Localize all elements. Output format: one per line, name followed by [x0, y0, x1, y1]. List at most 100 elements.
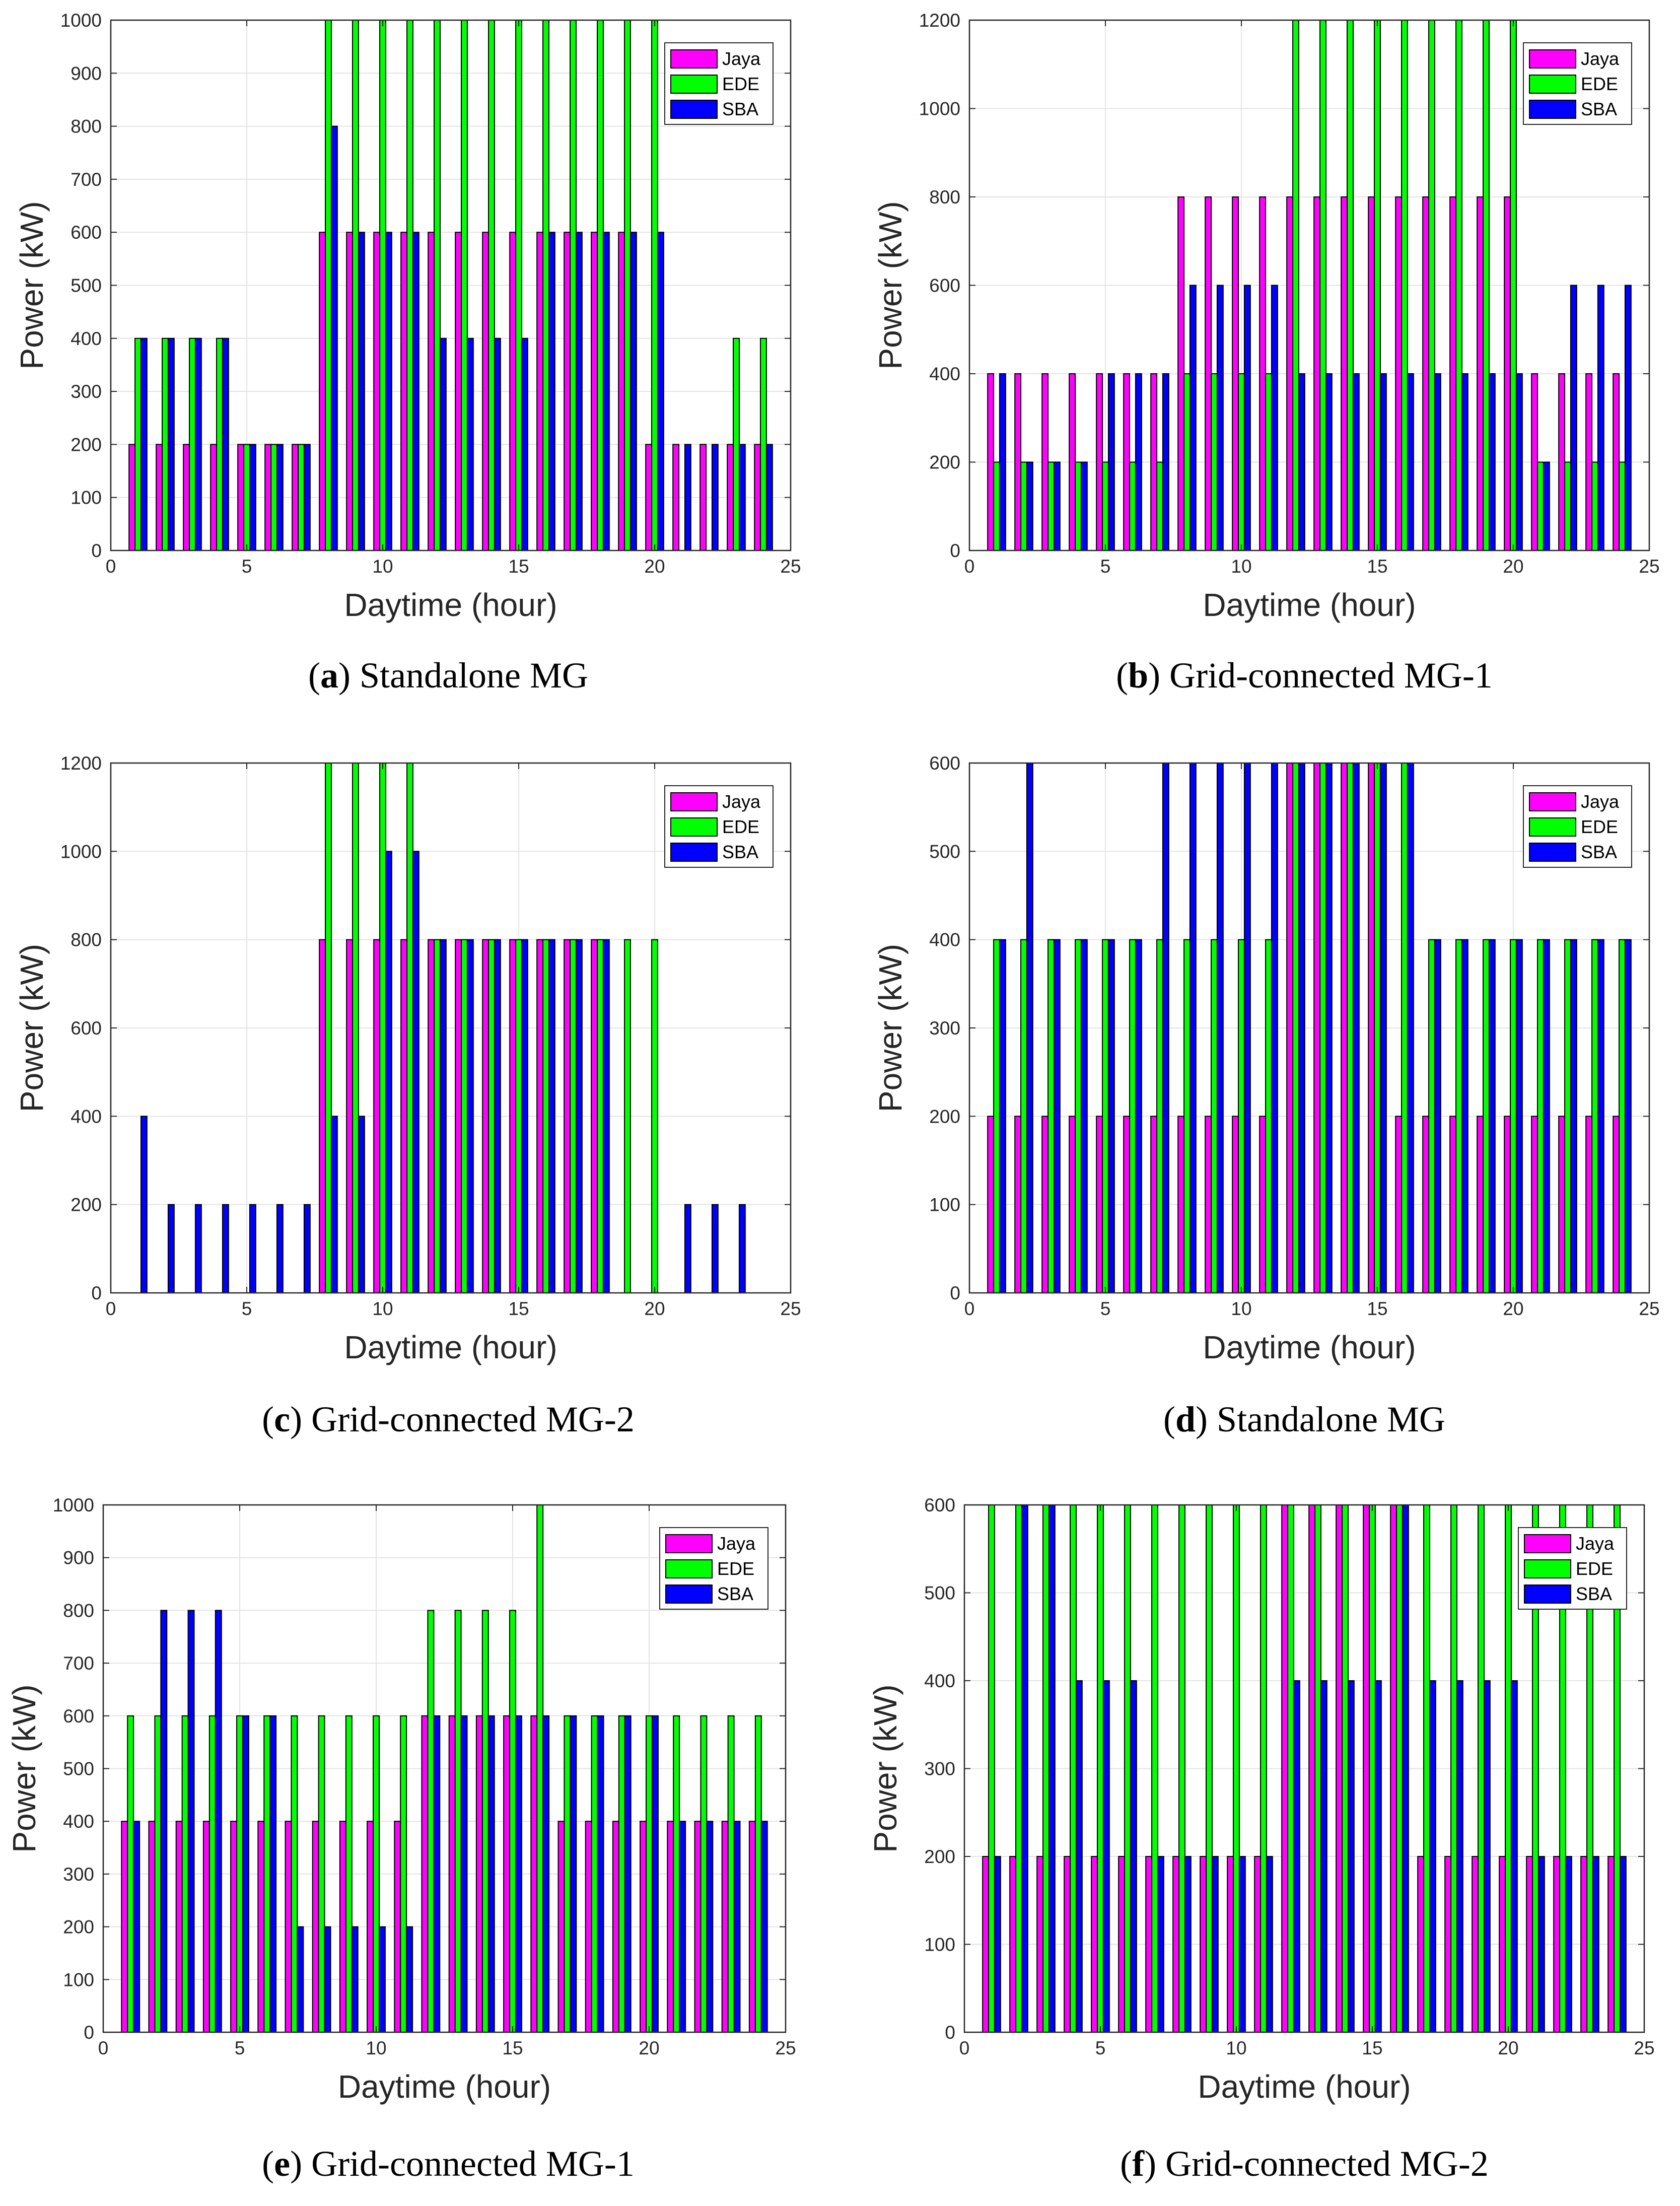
y-tick-label: 800 — [929, 187, 960, 208]
bar-ede — [1483, 20, 1490, 550]
y-axis-label: Power (kW) — [872, 201, 908, 369]
x-tick-label: 15 — [1367, 556, 1387, 577]
bar-ede — [542, 20, 549, 550]
bar-ede — [993, 939, 1000, 1293]
legend-label-jaya: Jaya — [1581, 48, 1620, 69]
bar-ede — [1151, 1505, 1158, 2032]
y-tick-label: 1000 — [60, 10, 102, 31]
bar-ede — [434, 939, 441, 1293]
y-tick-label: 800 — [71, 116, 102, 137]
bar-ede — [1586, 1505, 1593, 2032]
bar-ede — [127, 1715, 134, 2032]
bar-sba — [439, 337, 447, 550]
bar-ede — [646, 1715, 653, 2032]
bar-jaya — [1313, 196, 1321, 550]
y-tick-label: 0 — [945, 2022, 955, 2043]
bar-ede — [1537, 939, 1544, 1293]
y-tick-label: 900 — [71, 63, 102, 84]
bar-jaya — [1477, 196, 1484, 550]
bar-sba — [651, 1715, 659, 2032]
bar-jaya — [1254, 1856, 1262, 2032]
bar-sba — [276, 444, 284, 550]
bar-jaya — [1472, 1856, 1479, 2032]
bar-sba — [406, 1926, 413, 2032]
bars — [140, 763, 746, 1293]
bar-ede — [181, 1715, 189, 2032]
bar-sba — [1298, 373, 1305, 550]
bar-jaya — [1200, 1856, 1207, 2032]
x-tick-label: 5 — [242, 1298, 252, 1319]
bar-jaya — [1286, 763, 1294, 1293]
bar-ede — [1260, 1505, 1267, 2032]
bar-ede — [1510, 20, 1517, 550]
x-tick-label: 25 — [775, 2038, 796, 2058]
bar-jaya — [1363, 1505, 1370, 2032]
legend-swatch-ede — [1529, 817, 1576, 837]
bar-jaya — [339, 1821, 346, 2032]
bar-jaya — [1558, 1116, 1566, 1293]
x-tick-label: 15 — [1362, 2038, 1382, 2058]
x-axis-label: Daytime (hour) — [338, 2069, 551, 2105]
bar-sba — [711, 1204, 719, 1293]
bar-sba — [1461, 939, 1468, 1293]
y-tick-label: 100 — [63, 1969, 94, 1990]
bar-jaya — [1422, 196, 1430, 550]
y-tick-label: 400 — [63, 1811, 94, 1832]
y-tick-label: 0 — [91, 540, 102, 561]
bar-jaya — [1308, 1505, 1316, 2032]
bar-jaya — [455, 939, 462, 1293]
bar-ede — [1342, 1505, 1349, 2032]
bars — [982, 1505, 1627, 2032]
bar-jaya — [455, 232, 462, 550]
legend-label-ede: EDE — [1581, 74, 1618, 94]
bar-sba — [999, 939, 1006, 1293]
bar-ede — [651, 939, 658, 1293]
bar-sba — [1402, 1505, 1409, 2032]
bar-sba — [542, 1715, 550, 2032]
bar-jaya — [148, 1821, 156, 2032]
bar-sba — [1325, 763, 1333, 1293]
bar-jaya — [156, 444, 163, 550]
legend-label-sba: SBA — [717, 1583, 753, 1604]
bar-jaya — [373, 939, 381, 1293]
bar-sba — [575, 939, 583, 1293]
bar-ede — [1183, 373, 1191, 550]
bar-ede — [1591, 939, 1598, 1293]
bar-sba — [1352, 763, 1360, 1293]
bar-sba — [1515, 373, 1523, 550]
bar-sba — [167, 337, 175, 550]
bar-sba — [624, 1715, 632, 2032]
bar-sba — [1488, 939, 1496, 1293]
y-tick-label: 1200 — [919, 10, 960, 31]
bar-sba — [303, 1204, 311, 1293]
bar-ede — [651, 20, 658, 550]
bar-ede — [1537, 461, 1544, 550]
bar-ede — [1428, 20, 1435, 550]
bar-jaya — [530, 1715, 538, 2032]
bar-ede — [1591, 461, 1598, 550]
bar-ede — [515, 20, 522, 550]
y-tick-label: 700 — [71, 169, 102, 190]
bar-sba — [1216, 285, 1224, 550]
legend-swatch-sba — [1529, 843, 1576, 862]
bar-ede — [1401, 763, 1408, 1293]
legend-swatch-jaya — [1529, 792, 1576, 811]
bar-sba — [494, 939, 501, 1293]
legend-swatch-ede — [665, 1559, 713, 1578]
bar-sba — [494, 337, 501, 550]
bar-sba — [1434, 939, 1441, 1293]
bar-jaya — [1041, 1116, 1049, 1293]
bar-sba — [222, 337, 229, 550]
legend-label-sba: SBA — [722, 99, 758, 119]
bar-sba — [1026, 763, 1033, 1293]
x-tick-label: 20 — [644, 1298, 665, 1319]
chart-e: 0 5 10 15 20 25 0 100 200 300 400 500 600 700 800 900 10… — [6, 1495, 796, 2105]
bar-ede — [379, 763, 386, 1293]
legend-label-sba: SBA — [722, 842, 758, 862]
bar-sba — [1243, 285, 1251, 550]
bar-sba — [548, 232, 555, 550]
x-tick-label: 25 — [1639, 1298, 1659, 1319]
y-tick-label: 0 — [950, 1283, 960, 1303]
bar-sba — [1320, 1680, 1327, 2032]
bar-jaya — [1417, 1856, 1425, 2032]
